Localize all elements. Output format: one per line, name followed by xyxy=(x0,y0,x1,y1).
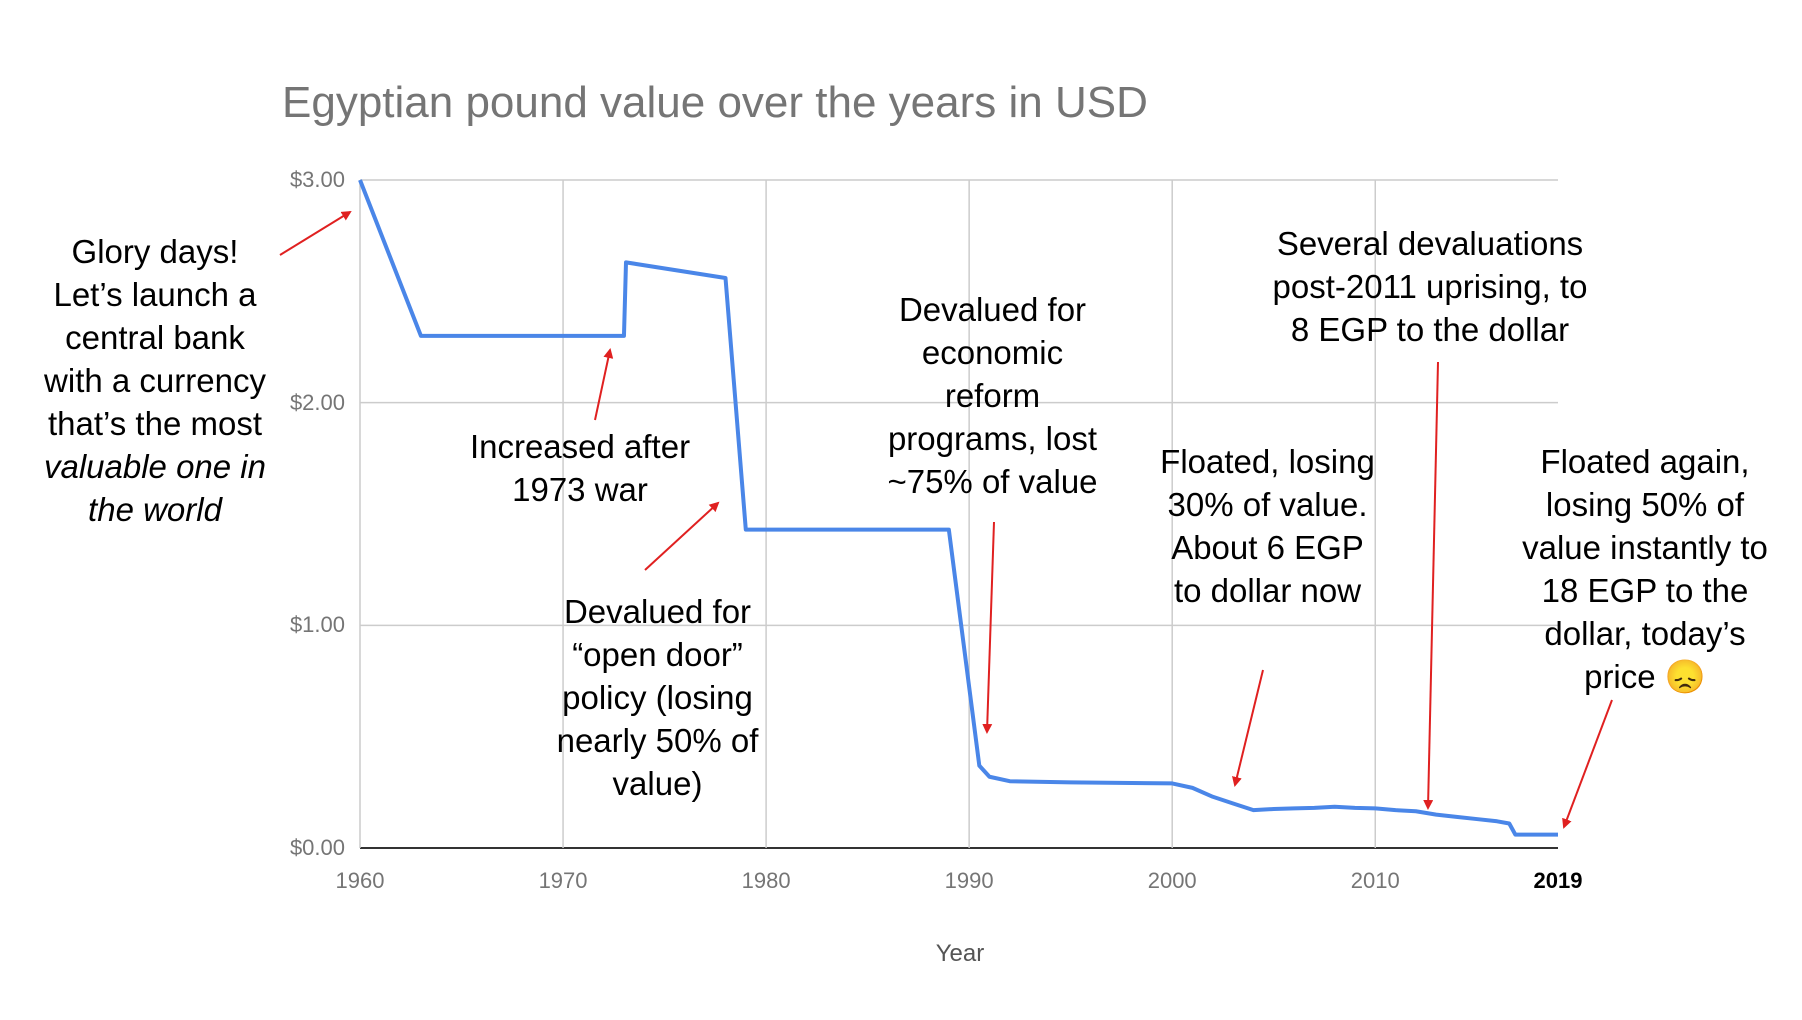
annotation-line: the world xyxy=(88,491,222,528)
annotation-floated-again: Floated again, losing 50% of value insta… xyxy=(1522,443,1768,695)
series-line xyxy=(358,179,1558,837)
x-tick-label: 1990 xyxy=(944,868,994,893)
x-tick-label: 1970 xyxy=(538,868,588,893)
annotation-glory-days: Glory days! Let’s launch a central bank … xyxy=(10,230,300,531)
y-tick-label: $3.00 xyxy=(289,167,345,192)
y-tick-label: $0.00 xyxy=(289,835,345,860)
y-tick-label: $2.00 xyxy=(289,389,345,415)
x-axis-label: Year xyxy=(935,940,985,967)
x-tick-label: 1960 xyxy=(335,868,385,893)
annotation-floated-2003: Floated, losing 30% of value. About 6 EG… xyxy=(1160,443,1375,609)
annotation-1973-war: Increased after 1973 war xyxy=(469,428,691,508)
annotation-post-2011: Several devaluations post-2011 uprising,… xyxy=(1272,225,1588,348)
annotation-arrow xyxy=(1232,669,1264,787)
annotation-arrow xyxy=(982,521,995,734)
annotation-line: with a currency xyxy=(44,362,266,399)
annotation-line: Let’s launch a xyxy=(53,276,257,313)
annotation-line: valuable one in xyxy=(43,448,266,485)
x-tick-label-end: 2019 xyxy=(1533,868,1583,893)
annotation-arrow xyxy=(644,501,720,571)
annotation-line: that’s the most xyxy=(47,405,262,442)
annotation-economic-reform: Devalued for economic reform programs, l… xyxy=(887,291,1098,500)
x-tick-label: 1980 xyxy=(741,868,791,893)
annotation-arrow xyxy=(594,348,614,421)
chart-title: Egyptian pound value over the years in U… xyxy=(282,78,1148,127)
annotation-line: Glory days! xyxy=(71,233,239,270)
annotation-arrow xyxy=(1423,361,1439,810)
annotation-arrow xyxy=(279,210,352,256)
annotation-line: central bank xyxy=(65,319,245,356)
y-tick-label: $1.00 xyxy=(289,612,345,638)
x-tick-label: 2010 xyxy=(1350,868,1400,893)
annotation-arrow xyxy=(1562,699,1613,829)
annotation-open-door: Devalued for “open door” policy (losing … xyxy=(556,593,759,802)
x-tick-label: 2000 xyxy=(1147,868,1197,893)
